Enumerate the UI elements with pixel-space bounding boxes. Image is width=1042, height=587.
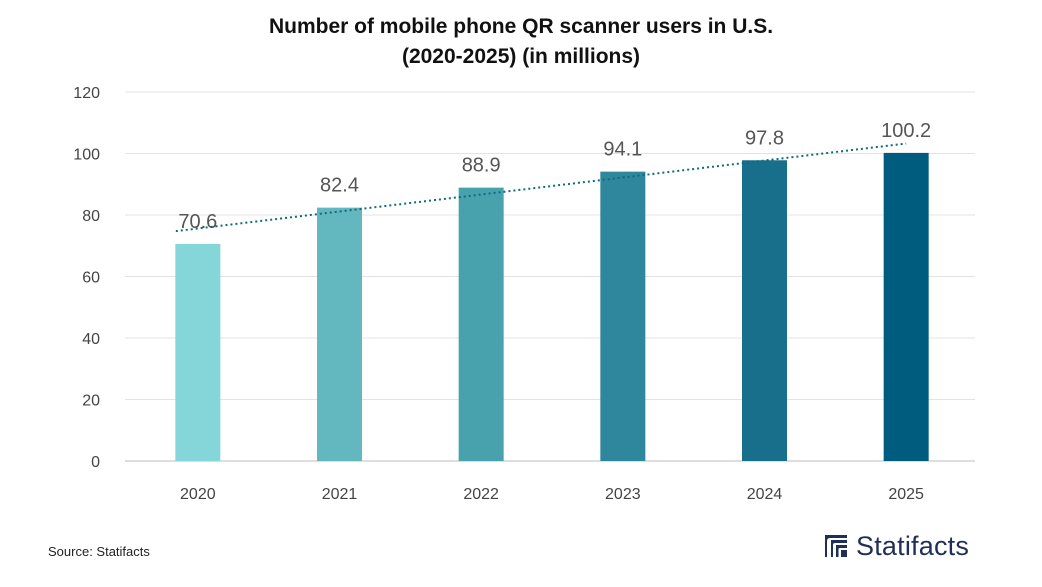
data-label: 82.4 <box>320 175 359 197</box>
trendline <box>175 142 907 233</box>
chart-title-line-1: Number of mobile phone QR scanner users … <box>268 15 774 38</box>
y-tick-label: 120 <box>73 85 100 102</box>
y-tick-label: 0 <box>91 454 100 471</box>
x-tick-label: 2022 <box>463 486 499 503</box>
x-tick-label: 2025 <box>888 486 924 503</box>
bar-2025 <box>883 152 929 461</box>
data-label: 100.2 <box>881 120 931 142</box>
bar-2020 <box>175 243 221 461</box>
bar-2024 <box>742 160 787 461</box>
data-label: 97.8 <box>745 127 784 149</box>
source-note: Source: Statifacts <box>48 544 150 559</box>
x-tick-label: 2024 <box>747 486 783 503</box>
statifacts-logo-icon <box>825 535 847 557</box>
brand-name: Statifacts <box>856 530 970 561</box>
brand-logo: Statifacts <box>822 528 969 564</box>
x-tick-label: 2020 <box>180 486 216 503</box>
data-label: 70.6 <box>178 211 217 233</box>
bar-2022 <box>458 187 504 461</box>
x-tick-label: 2021 <box>322 486 358 503</box>
y-tick-label: 80 <box>82 208 100 225</box>
x-tick-label: 2023 <box>605 486 641 503</box>
chart-title-line-2: (2020-2025) (in millions) <box>401 45 641 68</box>
bar-2021 <box>317 207 362 461</box>
chart-title: Number of mobile phone QR scanner users … <box>0 12 1042 72</box>
y-tick-label: 40 <box>82 331 100 348</box>
y-tick-label: 60 <box>82 270 100 287</box>
data-label: 94.1 <box>603 139 642 161</box>
bar-2023 <box>600 171 646 461</box>
y-tick-label: 100 <box>73 147 100 164</box>
y-tick-label: 20 <box>82 393 100 410</box>
data-label: 88.9 <box>462 155 501 177</box>
